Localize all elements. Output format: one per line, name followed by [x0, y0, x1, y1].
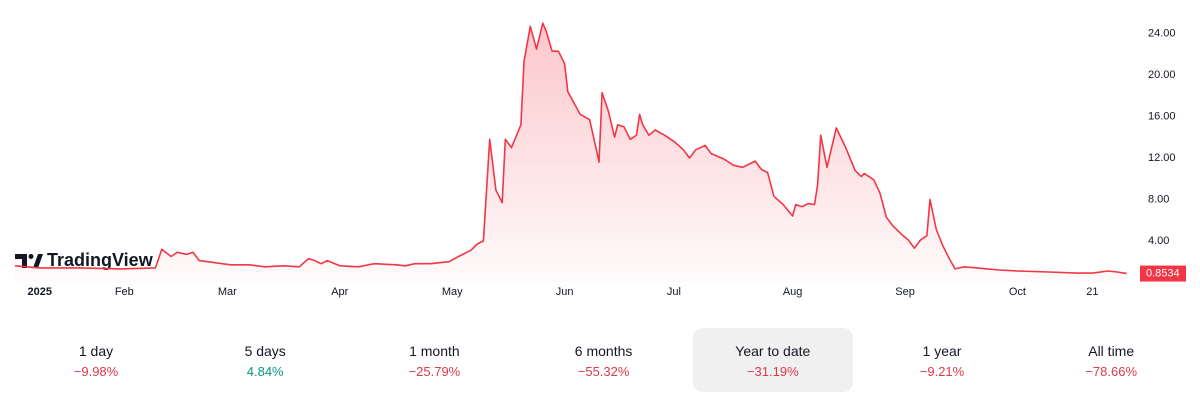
period-label: 5 days — [244, 343, 286, 359]
period-tab[interactable]: 1 year −9.21% — [862, 328, 1022, 392]
x-tick-label: Mar — [218, 286, 237, 298]
last-price-label: 0.8534 — [1146, 267, 1180, 279]
y-tick-label: 24.00 — [1148, 27, 1176, 39]
x-tick-label: Aug — [783, 286, 803, 298]
x-tick-label: Jun — [556, 286, 574, 298]
y-tick-label: 8.00 — [1148, 193, 1169, 205]
period-label: 1 month — [409, 343, 460, 359]
period-change: 4.84% — [246, 364, 284, 379]
period-tab[interactable]: 1 day −9.98% — [16, 328, 176, 392]
x-tick-label: 21 — [1086, 286, 1098, 298]
x-tick-label: May — [442, 286, 463, 298]
period-label: 6 months — [574, 343, 633, 359]
period-label: 1 year — [922, 343, 962, 359]
y-tick-label: 12.00 — [1148, 152, 1176, 164]
price-line — [14, 22, 1127, 275]
area-fill — [15, 23, 1127, 283]
brand: TradingView — [47, 250, 154, 270]
y-tick-label: 20.00 — [1148, 69, 1176, 81]
logo: TradingView — [15, 250, 154, 270]
period-label: All time — [1088, 343, 1135, 359]
period-change: −78.66% — [1085, 364, 1138, 379]
x-tick-label: Feb — [115, 286, 134, 298]
period-tab[interactable]: Year to date −31.19% — [692, 328, 853, 392]
period-change: −31.19% — [746, 364, 799, 379]
period-tab[interactable]: 5 days 4.84% — [185, 328, 345, 392]
chart: TradingView 4.00 8.00 12.00 16.00 20.00 24.00… — [14, 22, 1186, 298]
x-tick-label: Jul — [667, 286, 681, 298]
x-tick-label: Oct — [1009, 286, 1026, 298]
period-change: −25.79% — [408, 364, 461, 379]
x-tick-label: Apr — [331, 286, 348, 298]
x-tick-label: Sep — [895, 286, 915, 298]
period-label: 1 day — [78, 343, 114, 359]
period-tab[interactable]: 6 months −55.32% — [524, 328, 684, 392]
last-price-box — [1140, 265, 1186, 282]
period-tab[interactable]: All time −78.66% — [1031, 328, 1191, 392]
x-tick-label: 2025 — [27, 286, 51, 298]
period-change: −9.98% — [73, 364, 119, 379]
y-tick-label: 4.00 — [1148, 235, 1169, 247]
y-tick-label: 16.00 — [1148, 110, 1176, 122]
period-change: −55.32% — [577, 364, 630, 379]
period-change: −9.21% — [919, 364, 965, 379]
period-label: Year to date — [735, 343, 811, 359]
period-tab[interactable]: 1 month −25.79% — [354, 328, 514, 392]
